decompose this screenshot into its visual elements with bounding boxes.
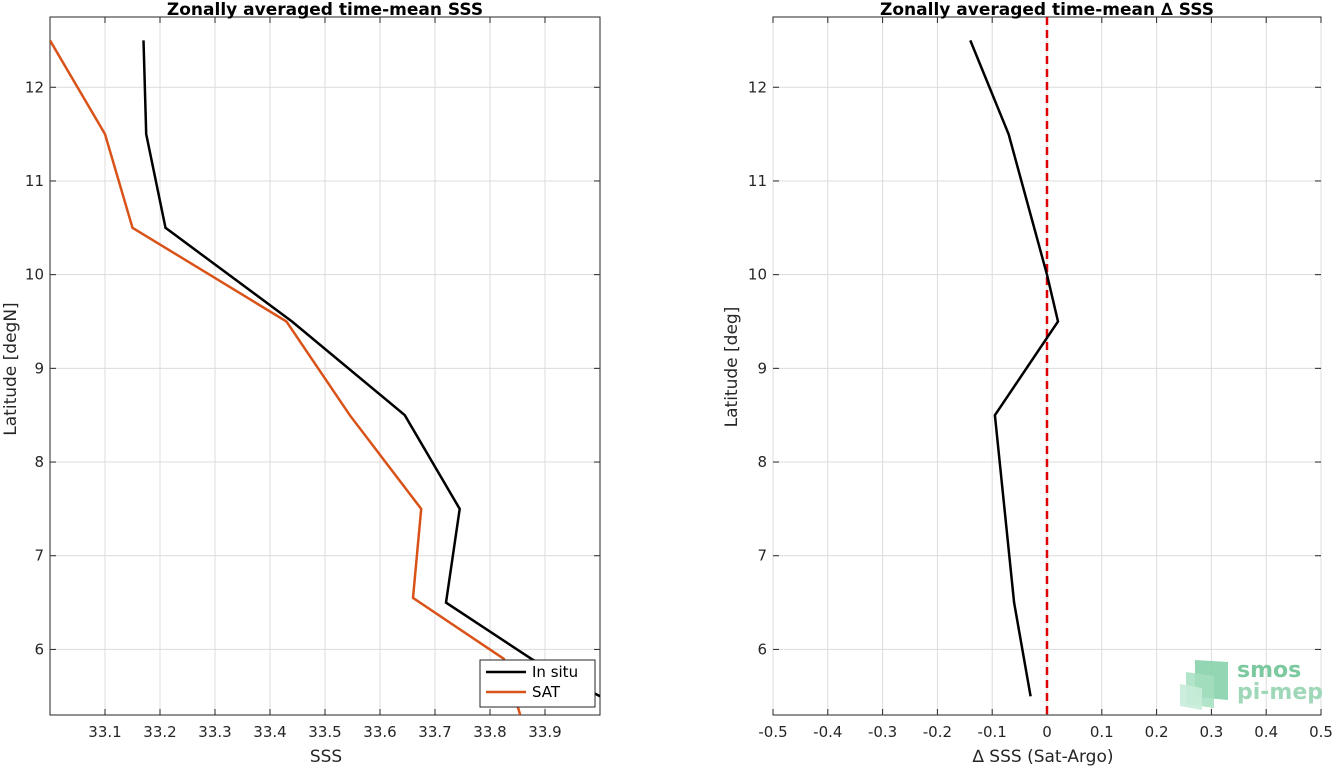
right-y-tick-label: 8 [757, 453, 767, 471]
left-y-tick-label: 11 [25, 172, 44, 190]
left-x-axis-label: SSS [310, 747, 342, 767]
logo-text-smos: smos [1237, 658, 1301, 683]
left-x-tick-label: 33.5 [308, 723, 341, 741]
series-line-delta-sss [969, 39, 1060, 697]
left-y-tick-label: 10 [25, 266, 44, 284]
left-x-tick-label: 33.2 [143, 723, 176, 741]
right-y-tick-label: 9 [757, 359, 767, 377]
left-chart-title: Zonally averaged time-mean SSS [167, 0, 483, 20]
legend-box [479, 659, 596, 708]
right-x-tick-label: -0.2 [923, 723, 952, 741]
legend-label-sat: SAT [532, 683, 561, 701]
right-x-tick-label: 0.3 [1199, 723, 1223, 741]
series-line-in-situ [142, 40, 600, 698]
left-x-tick-label: 33.7 [418, 723, 451, 741]
left-y-tick-label: 12 [25, 78, 44, 96]
right-y-tick-label: 11 [748, 172, 767, 190]
right-y-axis-label: Latitude [deg] [722, 307, 742, 428]
right-x-tick-label: 0.1 [1090, 723, 1114, 741]
right-x-tick-label: 0.5 [1309, 723, 1333, 741]
right-x-tick-label: 0.2 [1145, 723, 1169, 741]
left-y-tick-label: 9 [34, 359, 44, 377]
right-x-tick-label: -0.5 [758, 723, 787, 741]
left-x-tick-label: 33.1 [88, 723, 121, 741]
right-x-tick-label: 0 [1042, 723, 1052, 741]
left-y-axis-label: Latitude [degN] [1, 302, 21, 435]
left-x-tick-label: 33.6 [363, 723, 396, 741]
left-x-tick-label: 33.8 [473, 723, 506, 741]
legend: In situ SAT [479, 659, 596, 708]
right-x-tick-label: -0.3 [868, 723, 897, 741]
legend-label-in-situ: In situ [532, 663, 578, 681]
series-line-sat [50, 39, 522, 715]
right-y-tick-label: 6 [757, 640, 767, 658]
right-chart-title: Zonally averaged time-mean ∆ SSS [880, 0, 1214, 20]
logo-text-pi-mep: pi-mep [1237, 680, 1323, 705]
right-ticks: -0.5 -0.4 -0.3 -0.2 -0.1 0 0.1 0.2 0.3 0.4 0.5 6 7 8 9… [748, 17, 1333, 741]
left-y-tick-label: 7 [34, 547, 44, 565]
left-y-tick-label: 6 [34, 640, 44, 658]
right-x-axis-label: ∆ SSS (Sat-Argo) [972, 747, 1114, 767]
right-x-tick-label: -0.4 [813, 723, 842, 741]
right-x-tick-label: 0.4 [1254, 723, 1278, 741]
left-ticks: 33.1 33.2 33.3 33.4 33.5 33.6 33.7 33.8 33.9 6 7 8 9… [25, 17, 600, 741]
left-x-tick-label: 33.9 [528, 723, 561, 741]
left-y-tick-label: 8 [34, 453, 44, 471]
left-gridlines [50, 17, 600, 715]
right-y-tick-label: 7 [757, 547, 767, 565]
right-series [969, 39, 1060, 697]
left-x-tick-label: 33.3 [198, 723, 231, 741]
right-y-tick-label: 12 [748, 78, 767, 96]
right-y-tick-label: 10 [748, 266, 767, 284]
left-x-tick-label: 33.4 [253, 723, 286, 741]
smos-pi-mep-logo: smos pi-mep [1180, 658, 1323, 710]
right-panel: -0.5 -0.4 -0.3 -0.2 -0.1 0 0.1 0.2 0.3 0.4 0.5 6 7 8 9… [722, 0, 1333, 767]
logo-graphic-front [1180, 684, 1202, 710]
left-series [50, 39, 600, 715]
right-x-tick-label: -0.1 [978, 723, 1007, 741]
left-panel: 33.1 33.2 33.3 33.4 33.5 33.6 33.7 33.8 33.9 6 7 8 9… [1, 0, 601, 767]
